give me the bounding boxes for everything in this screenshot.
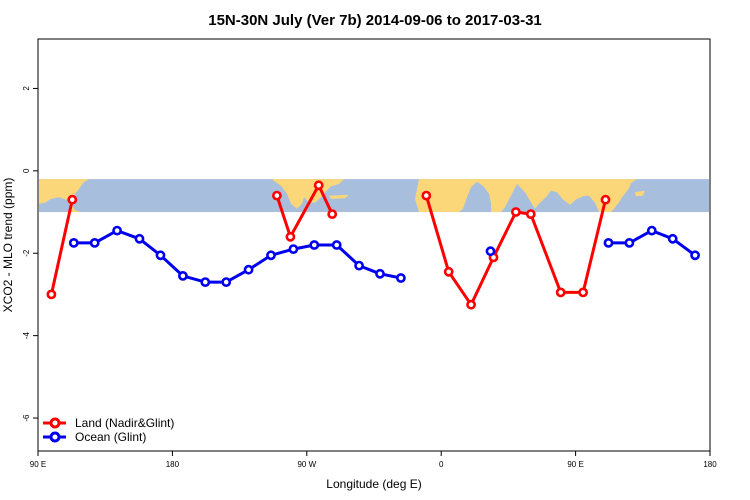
chart-title: 15N-30N July (Ver 7b) 2014-09-06 to 2017…	[208, 12, 542, 29]
data-point	[395, 273, 406, 283]
data-point	[89, 237, 100, 248]
data-point	[309, 240, 320, 250]
x-tick-label: 0	[439, 460, 444, 469]
data-point	[134, 233, 145, 244]
legend: Land (Nadir&Glint) Ocean (Glint)	[43, 416, 174, 444]
data-point	[200, 277, 211, 287]
x-tick-label: 90 E	[30, 460, 46, 469]
data-point	[690, 250, 700, 261]
data-point	[112, 225, 122, 236]
y-axis-label: XCO2 - MLO trend (ppm)	[1, 178, 15, 313]
x-tick-label: 180	[166, 460, 180, 469]
map-land	[272, 179, 344, 209]
y-tick-label: -2	[22, 249, 31, 257]
data-point	[285, 231, 296, 242]
data-point	[578, 287, 588, 298]
data-point	[313, 180, 324, 191]
data-point	[421, 190, 432, 201]
y-tick-label: -6	[22, 414, 31, 422]
data-point	[646, 225, 657, 236]
data-point	[331, 240, 342, 250]
map-land	[415, 179, 637, 212]
y-axis: 2 0 -2 -4 -6	[22, 86, 38, 422]
series-line	[73, 229, 402, 284]
y-tick-label: 2	[22, 86, 31, 91]
world-map-band	[39, 179, 709, 213]
data-point	[327, 209, 338, 219]
x-axis: 90 E 180 90 W 0 90 E 180	[30, 451, 717, 469]
data-point	[485, 246, 496, 257]
data-point	[375, 268, 385, 279]
x-axis-label: Longitude (deg E)	[326, 477, 421, 491]
map-land	[39, 179, 89, 212]
data-point	[600, 194, 611, 205]
data-point	[624, 237, 635, 248]
data-point	[511, 207, 521, 217]
data-point	[266, 250, 276, 261]
series-land	[46, 180, 611, 310]
series-ocean	[68, 225, 700, 287]
x-tick-label: 90 E	[567, 460, 583, 469]
data-point	[68, 237, 79, 248]
data-point	[667, 233, 678, 244]
data-point	[221, 277, 232, 287]
data-point	[46, 289, 57, 300]
data-point	[466, 299, 476, 310]
x-tick-label: 180	[703, 460, 717, 469]
legend-ocean-label: Ocean (Glint)	[75, 430, 146, 444]
data-point	[354, 260, 364, 271]
data-point	[443, 266, 454, 277]
y-tick-label: 0	[22, 168, 31, 173]
map-land	[329, 194, 349, 199]
data-point	[243, 264, 254, 275]
data-point	[271, 190, 282, 201]
data-point	[525, 209, 536, 219]
plot-frame	[37, 38, 711, 452]
legend-land-label: Land (Nadir&Glint)	[75, 416, 174, 430]
data-point	[603, 237, 614, 248]
data-point	[177, 270, 188, 281]
data-point	[288, 244, 299, 254]
series-line	[275, 183, 334, 239]
legend-land-marker	[49, 417, 61, 429]
series-line	[49, 199, 74, 295]
data-point	[555, 287, 566, 298]
x-tick-label: 90 W	[297, 460, 316, 469]
legend-ocean-marker	[49, 431, 61, 443]
map-land	[635, 190, 645, 197]
series-layer	[46, 180, 700, 310]
data-point	[155, 250, 166, 261]
data-point	[67, 194, 78, 205]
y-tick-label: -4	[22, 332, 31, 340]
